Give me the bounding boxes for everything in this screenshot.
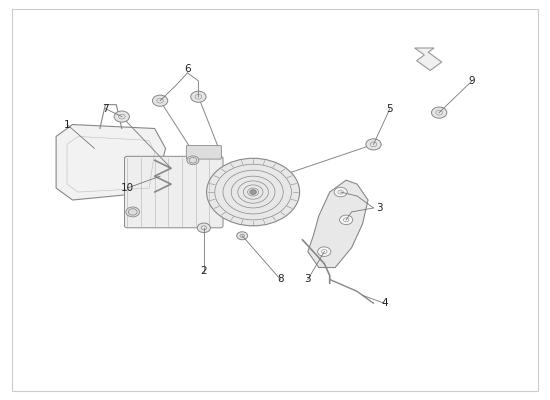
Text: 6: 6 — [184, 64, 191, 74]
Text: 4: 4 — [381, 298, 388, 308]
FancyBboxPatch shape — [124, 156, 223, 228]
Text: 7: 7 — [102, 104, 109, 114]
Text: 3: 3 — [376, 203, 382, 213]
Circle shape — [236, 232, 248, 240]
Circle shape — [432, 107, 447, 118]
Text: 2: 2 — [201, 266, 207, 276]
Circle shape — [366, 139, 381, 150]
Circle shape — [114, 111, 129, 122]
Polygon shape — [56, 124, 166, 200]
Circle shape — [318, 247, 331, 256]
Circle shape — [250, 190, 256, 194]
Ellipse shape — [126, 207, 140, 217]
Text: 9: 9 — [469, 76, 475, 86]
Circle shape — [197, 223, 211, 232]
Circle shape — [339, 215, 353, 225]
Circle shape — [334, 187, 347, 197]
Circle shape — [191, 91, 206, 102]
Polygon shape — [415, 48, 442, 70]
Text: 1: 1 — [64, 120, 70, 130]
Text: 3: 3 — [305, 274, 311, 284]
Circle shape — [207, 158, 300, 226]
Text: 8: 8 — [277, 274, 284, 284]
Polygon shape — [308, 180, 368, 268]
FancyBboxPatch shape — [186, 146, 221, 159]
Text: 5: 5 — [387, 104, 393, 114]
Circle shape — [152, 95, 168, 106]
Text: 10: 10 — [120, 183, 134, 193]
Ellipse shape — [187, 156, 199, 165]
